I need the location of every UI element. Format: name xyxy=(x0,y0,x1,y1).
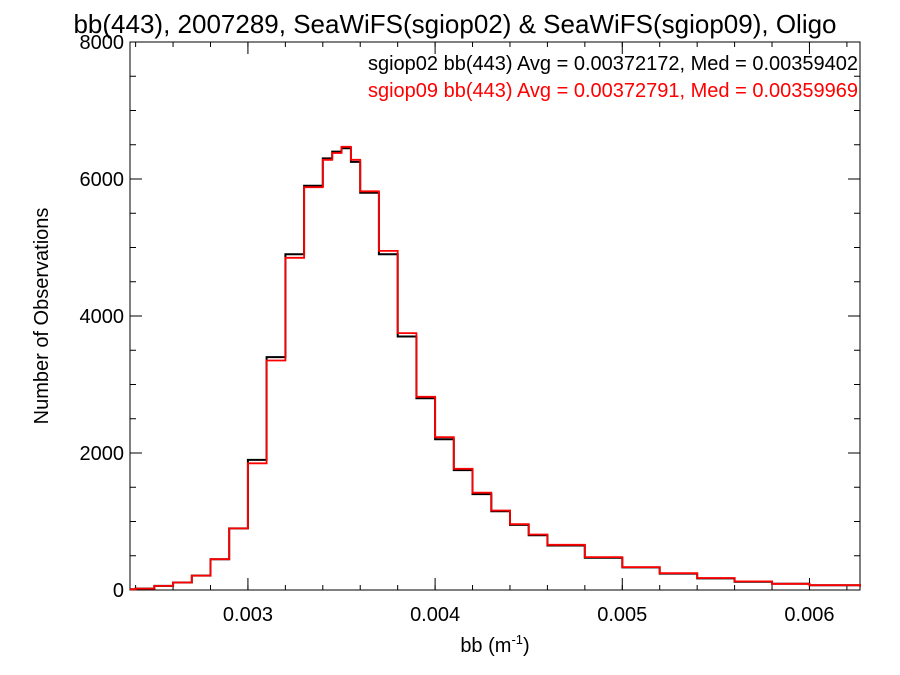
x-axis-label-base: bb (m xyxy=(460,635,511,657)
plot-frame xyxy=(129,41,861,591)
x-tick-label: 0.006 xyxy=(784,604,834,626)
axis-tick-labels: 0.003 0.004 0.005 0.006 0 2000 4000 6000 8000 xyxy=(80,32,835,626)
legend-entry-sgiop09: sgiop09 bb(443) Avg = 0.00372791, Med = … xyxy=(368,80,858,102)
x-tick-label: 0.004 xyxy=(410,604,460,626)
y-tick-label: 0 xyxy=(113,580,124,602)
y-tick-label: 6000 xyxy=(80,169,125,191)
y-tick-label: 4000 xyxy=(80,306,125,328)
x-axis-label-superscript: -1 xyxy=(511,632,523,647)
x-tick-label: 0.005 xyxy=(597,604,647,626)
x-tick-label: 0.003 xyxy=(223,604,273,626)
series-line-sgiop09 xyxy=(130,145,861,591)
x-axis-label-close: ) xyxy=(523,635,530,657)
x-axis-label: bb (m-1) xyxy=(460,632,529,657)
series-lines xyxy=(130,145,861,591)
legend-entry-sgiop02: sgiop02 bb(443) Avg = 0.00372172, Med = … xyxy=(368,53,858,75)
y-tick-label: 8000 xyxy=(80,32,125,54)
y-axis-label: Number of Observations xyxy=(31,208,53,425)
series-line-sgiop02 xyxy=(130,147,861,591)
axis-ticks xyxy=(130,41,860,591)
chart-title: bb(443), 2007289, SeaWiFS(sgiop02) & Sea… xyxy=(73,9,836,39)
y-tick-label: 2000 xyxy=(80,443,125,465)
